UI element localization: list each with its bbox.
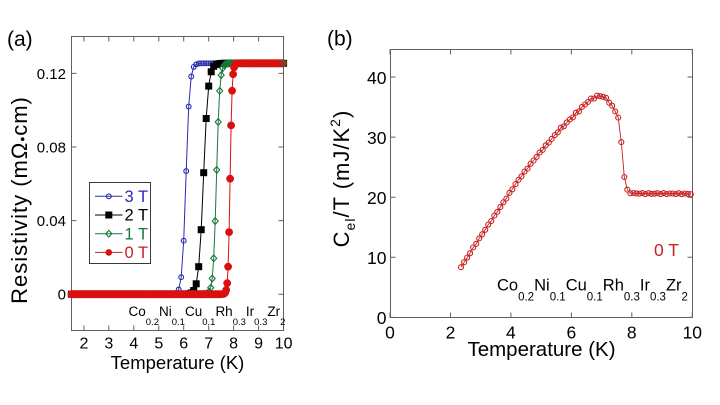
svg-text:2: 2 bbox=[446, 323, 456, 343]
svg-text:0 T: 0 T bbox=[654, 240, 679, 260]
svg-text:0.08: 0.08 bbox=[37, 140, 66, 157]
svg-text:8: 8 bbox=[229, 336, 238, 353]
svg-text:1 T: 1 T bbox=[125, 225, 149, 243]
svg-text:0.04: 0.04 bbox=[37, 213, 66, 230]
svg-text:(b): (b) bbox=[327, 28, 353, 51]
svg-text:3 T: 3 T bbox=[125, 188, 149, 206]
svg-text:0 T: 0 T bbox=[125, 244, 149, 262]
svg-text:10: 10 bbox=[367, 248, 387, 268]
svg-text:6: 6 bbox=[179, 336, 188, 353]
svg-text:7: 7 bbox=[204, 336, 213, 353]
svg-text:(a): (a) bbox=[7, 28, 33, 51]
svg-text:6: 6 bbox=[567, 323, 577, 343]
svg-text:20: 20 bbox=[367, 188, 387, 208]
svg-text:Resistivity (mΩ•cm): Resistivity (mΩ•cm) bbox=[7, 96, 32, 304]
svg-text:2: 2 bbox=[79, 336, 88, 353]
svg-text:4: 4 bbox=[506, 323, 516, 343]
svg-text:3: 3 bbox=[104, 336, 113, 353]
svg-text:10: 10 bbox=[683, 323, 703, 343]
svg-text:Temperature (K): Temperature (K) bbox=[467, 338, 615, 361]
svg-text:8: 8 bbox=[627, 323, 637, 343]
svg-text:30: 30 bbox=[367, 128, 387, 148]
svg-text:0: 0 bbox=[377, 308, 387, 328]
svg-text:Temperature (K): Temperature (K) bbox=[111, 352, 245, 373]
svg-text:10: 10 bbox=[275, 336, 293, 353]
svg-text:9: 9 bbox=[254, 336, 263, 353]
svg-text:4: 4 bbox=[129, 336, 138, 353]
svg-text:2 T: 2 T bbox=[125, 207, 149, 225]
svg-text:5: 5 bbox=[154, 336, 163, 353]
svg-text:0: 0 bbox=[385, 323, 395, 343]
svg-text:40: 40 bbox=[367, 68, 387, 88]
svg-text:0.12: 0.12 bbox=[37, 66, 66, 83]
svg-text:0: 0 bbox=[58, 287, 66, 304]
svg-text:Cel/T (mJ/K2): Cel/T (mJ/K2) bbox=[327, 110, 358, 248]
